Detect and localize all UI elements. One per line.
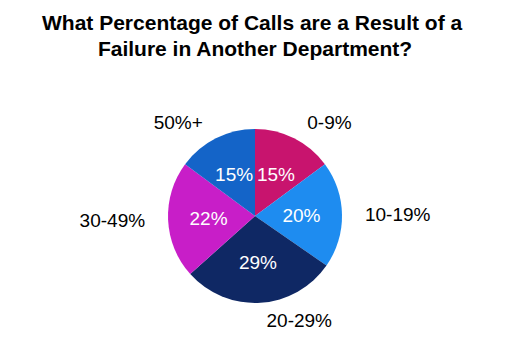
svg-text:15%: 15% (257, 164, 295, 185)
svg-text:0-9%: 0-9% (307, 112, 351, 133)
svg-text:22%: 22% (190, 208, 228, 229)
svg-text:15%: 15% (215, 164, 253, 185)
svg-text:10-19%: 10-19% (365, 204, 431, 225)
svg-text:29%: 29% (239, 252, 277, 273)
svg-text:Failure in Another Department?: Failure in Another Department? (98, 37, 412, 60)
svg-text:30-49%: 30-49% (80, 210, 146, 231)
svg-text:20%: 20% (282, 205, 320, 226)
svg-text:50%+: 50%+ (154, 112, 203, 133)
svg-text:What Percentage of Calls are a: What Percentage of Calls are a Result of… (42, 11, 468, 34)
svg-text:20-29%: 20-29% (267, 310, 333, 331)
